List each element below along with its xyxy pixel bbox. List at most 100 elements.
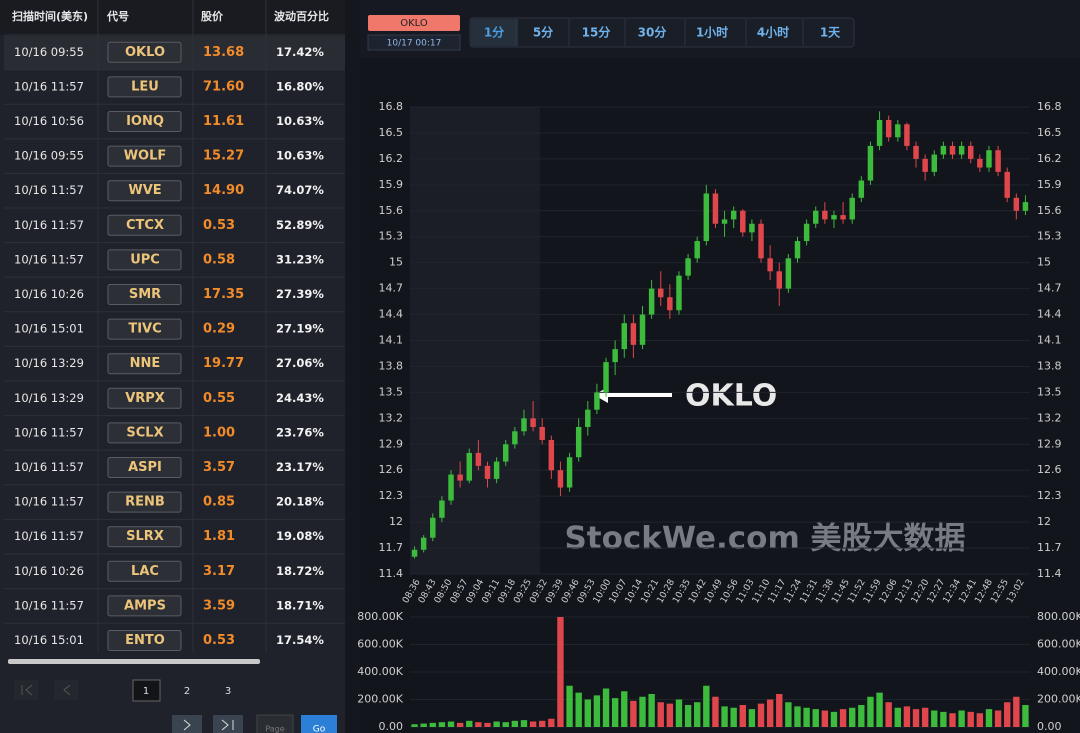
- ticker: VRPX: [125, 391, 165, 406]
- interval[interactable]: 15分: [582, 25, 611, 40]
- interval[interactable]: 1小时: [696, 25, 728, 40]
- ticker-button[interactable]: [107, 526, 182, 548]
- candle-body: [430, 517, 436, 538]
- candle-body: [648, 288, 655, 315]
- candle-body: [995, 150, 1001, 172]
- candle-body: [703, 193, 710, 242]
- volume-bar: [411, 724, 418, 727]
- candle-body: [621, 323, 627, 350]
- change-pct: 74.07%: [276, 183, 324, 197]
- volume-bar: [557, 617, 564, 727]
- volume-bar: [511, 720, 519, 727]
- y-tick-label-right: 12.3: [1037, 489, 1062, 502]
- scan-time: 10/16 09:55: [14, 45, 84, 59]
- volume-bar: [548, 718, 555, 727]
- volume-tick-label-right: 800.00K: [1037, 610, 1080, 623]
- change-pct: 24.43%: [276, 391, 324, 405]
- page-placeholder: Page: [265, 725, 284, 733]
- price: 19.77: [203, 356, 244, 371]
- volume-bar: [694, 702, 701, 727]
- next-page-btn[interactable]: [172, 715, 202, 733]
- last-page-btn[interactable]: [213, 715, 243, 733]
- candle-body: [411, 549, 418, 557]
- y-tick-label-right: 16.5: [1037, 126, 1062, 139]
- y-tick-label: 12: [389, 515, 403, 528]
- ticker-button[interactable]: [107, 41, 182, 63]
- ticker-button[interactable]: [107, 630, 182, 651]
- ticker-button[interactable]: [107, 422, 182, 444]
- ticker-button[interactable]: [107, 180, 182, 202]
- scan-time: 10/16 11:57: [14, 183, 84, 197]
- y-tick-label: 16.8: [379, 100, 404, 113]
- volume-bar: [940, 711, 947, 727]
- ticker-button[interactable]: [107, 249, 182, 271]
- y-tick-label: 15: [389, 256, 403, 269]
- prev-page-btn[interactable]: [54, 680, 78, 700]
- page-number[interactable]: 3: [225, 686, 231, 697]
- interval[interactable]: 5分: [533, 25, 553, 40]
- volume-bar: [858, 705, 865, 727]
- candle-body: [475, 452, 482, 466]
- volume-bar: [949, 713, 956, 727]
- ticker-button[interactable]: [107, 457, 182, 478]
- table-header: 扫描时间(美东): [12, 9, 88, 23]
- change-pct: 10.63%: [276, 149, 324, 163]
- ticker-button[interactable]: [107, 145, 182, 167]
- ticker-button[interactable]: [107, 111, 182, 132]
- price: 1.00: [203, 425, 235, 440]
- volume-bar: [912, 709, 920, 727]
- volume-bar: [502, 722, 509, 727]
- ticker-button[interactable]: [107, 560, 182, 582]
- scan-time: 10/16 11:57: [14, 218, 84, 232]
- ticker-button[interactable]: [107, 284, 182, 305]
- interval-bar: [469, 17, 855, 48]
- y-tick-label-right: 13.2: [1037, 411, 1062, 424]
- ticker-button[interactable]: [107, 76, 182, 98]
- candle-body: [913, 145, 919, 159]
- page-number[interactable]: 2: [184, 686, 190, 697]
- ticker-button[interactable]: [107, 491, 182, 513]
- y-tick-label: 16.5: [379, 126, 404, 139]
- y-tick-label-right: 14.7: [1037, 282, 1062, 295]
- go-btn[interactable]: [301, 715, 337, 733]
- change-pct: 27.39%: [276, 287, 324, 301]
- volume-bar: [721, 706, 728, 727]
- active-interval: [471, 19, 518, 46]
- candle-body: [849, 197, 855, 220]
- page-number[interactable]: 1: [143, 686, 149, 697]
- ticker-button[interactable]: [107, 318, 182, 340]
- ticker-button[interactable]: [107, 353, 182, 375]
- volume-bar: [648, 694, 655, 727]
- ticker-button[interactable]: [107, 387, 182, 409]
- volume-bar: [812, 709, 819, 727]
- y-tick-label: 13.2: [379, 411, 404, 424]
- change-pct: 16.80%: [276, 79, 324, 93]
- interval[interactable]: 4小时: [757, 25, 789, 40]
- page-active[interactable]: [132, 679, 161, 702]
- change-pct: 19.08%: [276, 529, 324, 543]
- y-tick-label: 11.7: [379, 541, 404, 554]
- next-icons: [183, 719, 234, 731]
- interval[interactable]: 1分: [484, 25, 504, 40]
- update-time: 10/17 00:17: [387, 39, 442, 49]
- candle-body: [885, 119, 892, 138]
- volume-bar: [876, 692, 883, 727]
- scrollbar[interactable]: [8, 659, 260, 664]
- page-input[interactable]: [256, 714, 294, 733]
- ticker: TIVC: [128, 322, 161, 337]
- volume-bar: [757, 703, 765, 727]
- change-pct: 18.72%: [276, 564, 324, 578]
- interval[interactable]: 30分: [638, 25, 667, 40]
- candle-body: [603, 362, 609, 393]
- volume-bar: [584, 699, 591, 727]
- interval[interactable]: 1天: [820, 26, 841, 40]
- page-icons: [21, 684, 71, 696]
- time-badge: [367, 34, 461, 51]
- volume-bar: [575, 692, 582, 727]
- candle-body: [1004, 171, 1010, 198]
- candle-body: [822, 210, 828, 220]
- ticker-button[interactable]: [107, 214, 182, 236]
- ticker: RENB: [125, 495, 165, 510]
- price: 0.29: [203, 322, 235, 337]
- ticker-button[interactable]: [107, 595, 182, 617]
